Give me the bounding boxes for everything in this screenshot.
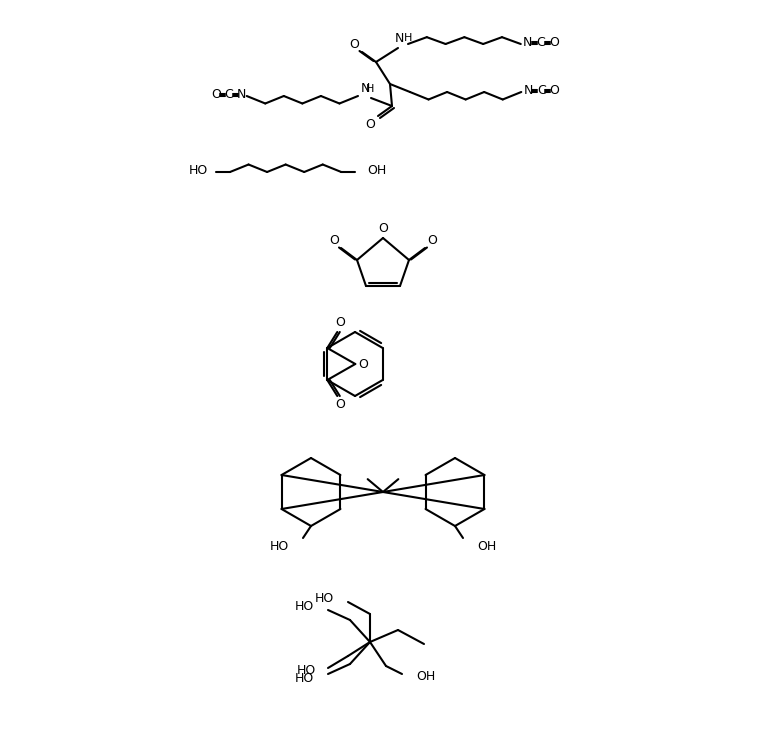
- Text: N: N: [523, 37, 532, 50]
- Text: O: O: [427, 234, 437, 247]
- Text: HO: HO: [270, 539, 289, 553]
- Text: OH: OH: [416, 671, 435, 684]
- Text: O: O: [335, 316, 345, 329]
- Text: N: N: [360, 83, 369, 95]
- Text: HO: HO: [295, 600, 314, 613]
- Text: O: O: [549, 37, 558, 50]
- Text: O: O: [378, 223, 388, 236]
- Text: C: C: [224, 89, 233, 102]
- Text: H: H: [366, 84, 374, 94]
- Text: HO: HO: [189, 165, 208, 177]
- Text: HO: HO: [314, 592, 334, 605]
- Text: C: C: [537, 84, 545, 97]
- Text: O: O: [329, 234, 339, 247]
- Text: N: N: [237, 89, 246, 102]
- Text: O: O: [335, 398, 345, 411]
- Text: O: O: [365, 118, 375, 130]
- Text: O: O: [549, 84, 559, 97]
- Text: O: O: [349, 39, 359, 51]
- Text: H: H: [404, 33, 412, 43]
- Text: HO: HO: [295, 671, 314, 684]
- Text: C: C: [536, 37, 545, 50]
- Text: O: O: [211, 89, 220, 102]
- Text: OH: OH: [367, 165, 386, 177]
- Text: N: N: [523, 84, 533, 97]
- Text: OH: OH: [477, 539, 496, 553]
- Text: N: N: [394, 31, 404, 45]
- Text: O: O: [358, 357, 368, 370]
- Text: HO: HO: [297, 665, 316, 678]
